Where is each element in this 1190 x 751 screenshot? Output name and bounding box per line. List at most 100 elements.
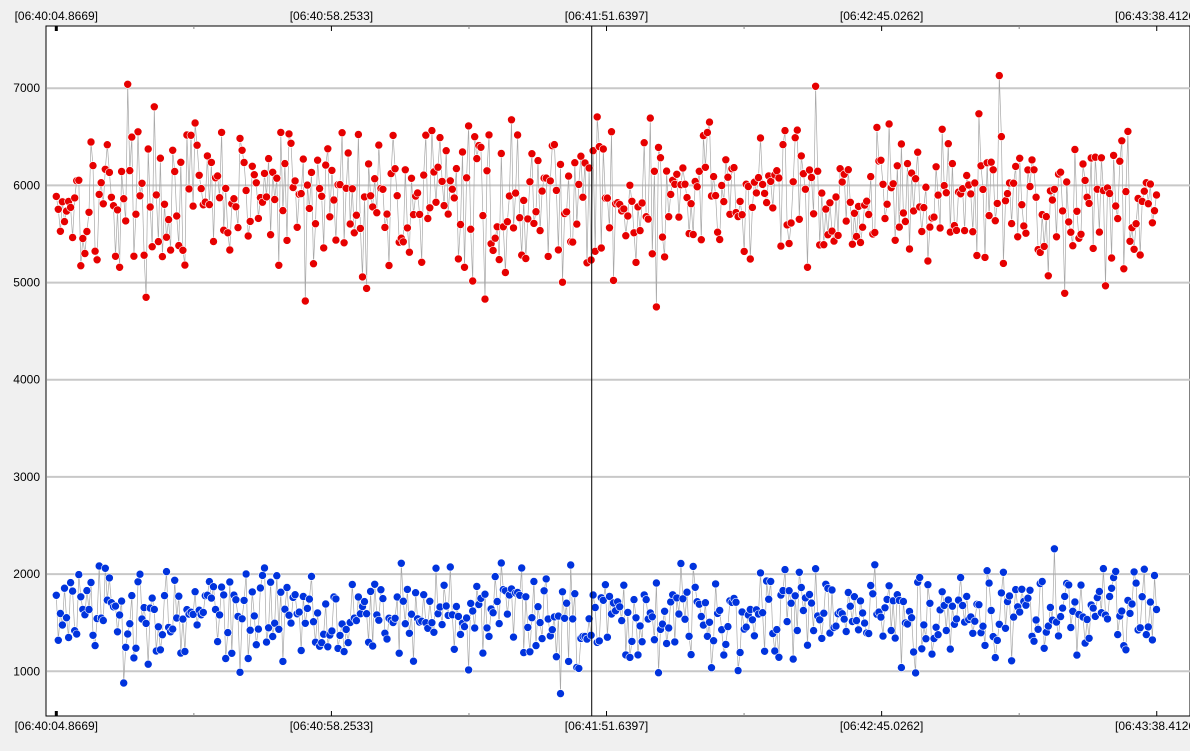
data-point (633, 650, 643, 660)
data-point (723, 622, 733, 631)
data-point (303, 180, 312, 190)
data-point (339, 238, 349, 248)
data-point (127, 591, 137, 600)
data-point (303, 604, 312, 613)
data-point (521, 592, 531, 602)
data-point (550, 140, 559, 149)
data-point (809, 209, 818, 219)
data-point (919, 620, 929, 630)
data-point (1129, 567, 1139, 577)
data-point (270, 618, 280, 628)
data-point (403, 585, 412, 594)
data-point (398, 237, 408, 247)
data-point (748, 615, 757, 625)
data-point (929, 212, 939, 222)
data-point (715, 235, 725, 244)
data-point (454, 612, 463, 621)
data-point (190, 118, 200, 128)
data-point (245, 217, 255, 226)
data-point (937, 587, 947, 597)
data-point (170, 575, 179, 585)
data-point (596, 243, 606, 253)
data-point (452, 602, 461, 611)
data-point (133, 127, 143, 137)
data-point (764, 594, 774, 604)
data-point (429, 627, 439, 637)
data-point (758, 180, 767, 189)
data-point (615, 602, 625, 612)
x-tick-label-top: [06:43:38.4126] (1115, 9, 1190, 23)
data-point (578, 192, 588, 202)
data-point (807, 173, 816, 182)
data-point (925, 598, 935, 608)
data-point (556, 689, 565, 698)
data-point (268, 168, 278, 177)
data-point (62, 613, 71, 623)
data-point (321, 599, 331, 609)
data-point (231, 202, 241, 212)
data-point (850, 209, 859, 218)
data-point (407, 174, 416, 183)
data-point (237, 146, 247, 155)
data-point (460, 262, 469, 272)
data-point (480, 589, 490, 599)
data-point (313, 608, 322, 618)
data-point (756, 133, 765, 143)
data-point (890, 633, 900, 643)
data-point (650, 167, 659, 176)
data-point (868, 589, 878, 599)
data-point (135, 569, 145, 579)
data-point (266, 577, 275, 587)
data-point (272, 571, 282, 581)
data-point (931, 622, 941, 632)
data-point (843, 165, 853, 174)
data-point (703, 128, 712, 137)
data-point (484, 130, 494, 140)
data-point (280, 604, 290, 614)
data-point (472, 154, 482, 163)
y-tick-label: 5000 (13, 276, 40, 290)
data-point (662, 639, 671, 648)
data-point (1009, 178, 1018, 188)
x-tick-label-bottom: [06:40:04.8669] (15, 719, 98, 733)
data-point (1131, 578, 1141, 588)
data-point (527, 613, 537, 623)
data-point (754, 173, 763, 182)
data-point (1058, 206, 1067, 216)
data-point (776, 241, 786, 251)
data-point (239, 158, 249, 167)
data-point (445, 176, 455, 186)
data-point (458, 147, 467, 157)
data-point (788, 177, 798, 187)
y-tick-label: 3000 (13, 470, 40, 484)
data-point (66, 578, 75, 587)
data-point (709, 172, 718, 181)
data-point (750, 631, 759, 641)
data-point (554, 245, 563, 255)
data-point (245, 625, 255, 635)
x-tick-label-bottom: [06:43:38.4126] (1115, 719, 1190, 733)
data-point (266, 230, 275, 239)
data-point (327, 626, 337, 636)
data-point (952, 226, 961, 235)
data-point (84, 605, 94, 614)
data-point (890, 236, 900, 245)
data-point (150, 102, 159, 112)
data-point (635, 226, 645, 235)
data-point (774, 652, 784, 662)
data-point (858, 222, 867, 232)
data-point (882, 199, 892, 209)
data-point (501, 268, 510, 277)
data-point (133, 577, 143, 587)
data-point (598, 144, 608, 154)
data-point (76, 592, 86, 602)
data-point (623, 211, 633, 221)
data-point (90, 641, 100, 650)
data-point (899, 597, 908, 606)
data-point (1115, 156, 1125, 166)
data-point (294, 607, 304, 617)
data-point (64, 633, 73, 642)
data-point (462, 613, 471, 623)
